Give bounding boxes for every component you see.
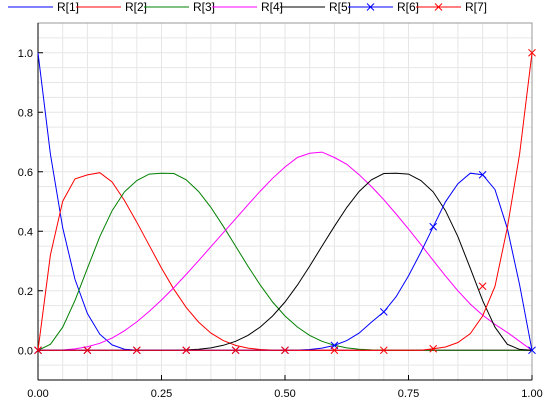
marker-r-7: [330, 346, 339, 355]
series-line-r-4: [38, 151, 533, 351]
marker-r-6: [379, 308, 388, 316]
x-tick-label: 1.00: [521, 388, 542, 400]
legend-label: R[7]: [465, 0, 487, 14]
x-tick-label: 0.75: [398, 388, 419, 400]
axes: 0.00 0.25 0.50 0.75 1.00 0.0 0.2 0.4 0.6 0.8 1.0: [18, 23, 543, 400]
legend-label: R[6]: [397, 0, 419, 14]
legend: R[1] R[2] R[3] R[4] R[5] R[6] R[7]: [8, 0, 487, 14]
marker-r-7: [528, 48, 536, 57]
marker-r-6: [478, 170, 487, 179]
legend-item-r-4: R[4]: [212, 0, 283, 14]
x-tick-label: 0.50: [274, 388, 295, 400]
y-tick-label: 0.4: [18, 226, 33, 238]
legend-item-r-6: R[6]: [348, 0, 419, 14]
legend-item-r-7: R[7]: [416, 0, 487, 14]
legend-label: R[3]: [193, 0, 215, 14]
grid: [37, 22, 533, 381]
marker-r-7: [379, 346, 388, 355]
x-tick-label: 0.25: [151, 388, 172, 400]
y-tick-label: 0.0: [18, 345, 33, 357]
marker-r-7: [132, 346, 141, 355]
marker-r-7: [478, 282, 487, 291]
legend-label: R[5]: [329, 0, 351, 14]
y-tick-label: 0.2: [18, 286, 33, 298]
legend-item-r-3: R[3]: [144, 0, 215, 14]
marker-r-7: [83, 346, 92, 355]
series-line-r-3: [37, 172, 532, 351]
legend-marker: [434, 3, 443, 11]
marker-r-7: [429, 344, 438, 353]
legend-item-r-5: R[5]: [280, 0, 351, 14]
legend-marker: [366, 3, 375, 11]
y-tick-label: 0.8: [18, 107, 33, 119]
marker-r-7: [182, 346, 191, 355]
legend-item-r-2: R[2]: [76, 0, 147, 14]
x-tick-label: 0.00: [27, 388, 48, 400]
marker-r-6: [528, 346, 536, 355]
legend-item-r-1: R[1]: [8, 0, 79, 14]
marker-r-7: [231, 346, 240, 355]
series-markers: [34, 48, 536, 355]
y-tick-label: 1.0: [18, 48, 33, 60]
marker-r-6: [429, 222, 438, 231]
legend-label: R[2]: [125, 0, 147, 14]
legend-label: R[4]: [261, 0, 283, 14]
legend-label: R[1]: [57, 0, 79, 14]
y-tick-label: 0.6: [18, 167, 33, 179]
marker-r-7: [34, 346, 42, 355]
marker-r-7: [281, 346, 289, 355]
